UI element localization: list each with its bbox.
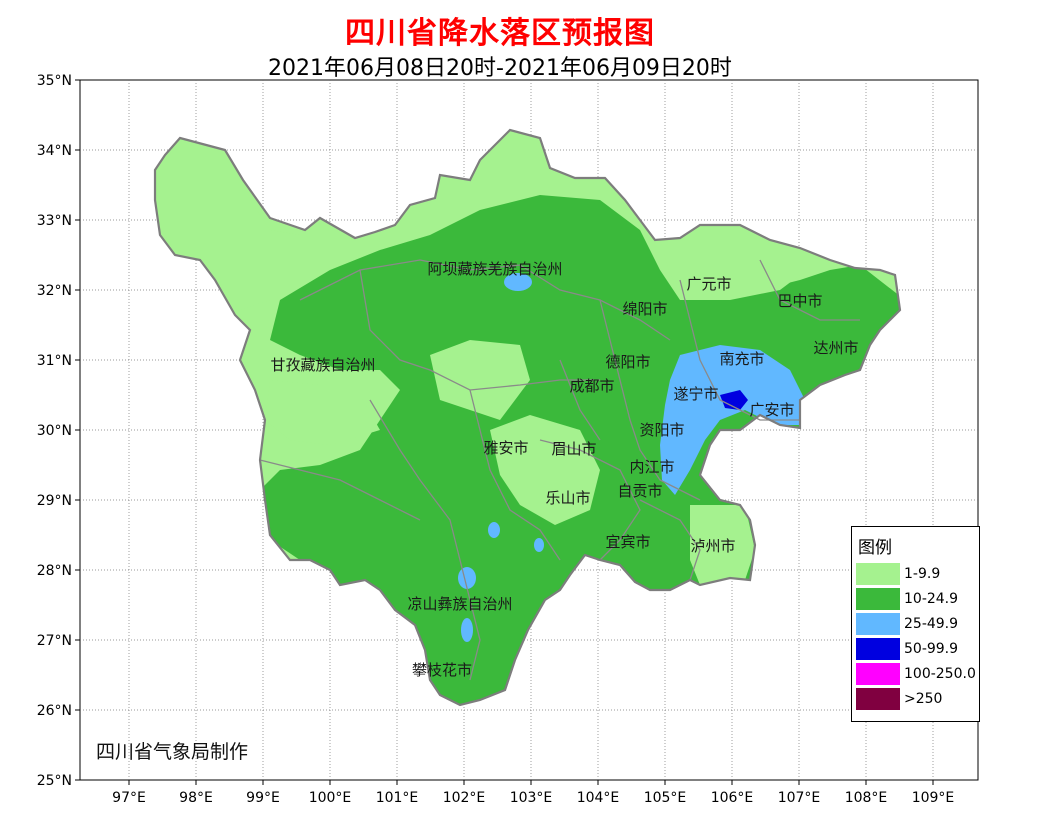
region-label: 德阳市 — [605, 353, 650, 371]
lon-tick-label: 98°E — [179, 790, 213, 806]
region-label: 达州市 — [813, 339, 858, 357]
region-label: 巴中市 — [777, 292, 822, 310]
precip-light-patch — [155, 160, 300, 310]
region-label: 宜宾市 — [605, 533, 650, 551]
lat-tick-label: 26°N — [37, 703, 72, 719]
lon-tick-label: 105°E — [644, 790, 687, 806]
lon-tick-label: 97°E — [112, 790, 146, 806]
region-label: 自贡市 — [617, 482, 662, 500]
legend-label: 1-9.9 — [904, 566, 941, 582]
latitude-axis: 35°N 34°N 33°N 32°N 31°N 30°N 29°N 28°N 27°N 26°N… — [37, 73, 80, 789]
region-label: 眉山市 — [551, 440, 596, 458]
lon-tick-label: 107°E — [778, 790, 821, 806]
legend-label: 50-99.9 — [904, 641, 959, 657]
region-label: 阿坝藏族羌族自治州 — [427, 260, 562, 278]
legend-swatch — [856, 663, 900, 685]
region-label: 凉山彝族自治州 — [407, 595, 512, 613]
legend: 图例 1-9.9 10-24.9 25-49.9 50-99.9 100-250… — [851, 526, 980, 722]
legend-label: 100-250.0 — [904, 666, 976, 682]
legend-swatch — [856, 588, 900, 610]
lon-tick-label: 101°E — [376, 790, 419, 806]
legend-item: 50-99.9 — [856, 638, 980, 660]
lat-tick-label: 34°N — [37, 143, 72, 159]
region-label: 绵阳市 — [622, 300, 667, 318]
precip-moderate-patch — [461, 618, 473, 642]
lat-tick-label: 32°N — [37, 283, 72, 299]
lat-tick-label: 25°N — [37, 773, 72, 789]
region-label: 广元市 — [686, 275, 731, 293]
precip-zone-50-99.9 — [720, 390, 748, 410]
precip-moderate-patch — [534, 538, 544, 552]
lat-tick-label: 27°N — [37, 633, 72, 649]
legend-swatch — [856, 613, 900, 635]
precip-zone-25-49.9 — [660, 345, 805, 495]
legend-swatch — [856, 638, 900, 660]
region-label: 泸州市 — [690, 537, 735, 555]
lon-tick-label: 106°E — [711, 790, 754, 806]
precip-light-patch — [430, 340, 530, 420]
legend-item: 10-24.9 — [856, 588, 980, 610]
producer-credit: 四川省气象局制作 — [96, 741, 249, 763]
legend-swatch — [856, 688, 900, 710]
lat-tick-label: 30°N — [37, 423, 72, 439]
admin-boundaries — [259, 259, 860, 681]
lon-tick-label: 100°E — [309, 790, 352, 806]
longitude-axis: 97°E 98°E 99°E 100°E 101°E 102°E 103°E 104°E 105… — [112, 780, 954, 806]
region-label: 成都市 — [569, 377, 614, 395]
precip-light-patch — [265, 380, 380, 445]
lon-tick-label: 109°E — [912, 790, 955, 806]
lon-tick-label: 103°E — [510, 790, 553, 806]
region-label: 攀枝花市 — [412, 661, 472, 679]
lon-tick-label: 108°E — [845, 790, 888, 806]
legend-item: 25-49.9 — [856, 613, 980, 635]
legend-item: 1-9.9 — [856, 563, 980, 585]
legend-item: 100-250.0 — [856, 663, 980, 685]
lon-tick-label: 99°E — [246, 790, 280, 806]
legend-label: >250 — [904, 691, 943, 707]
lat-tick-label: 35°N — [37, 73, 72, 89]
precip-light-patch — [490, 415, 600, 525]
region-label: 南充市 — [719, 350, 764, 368]
lat-tick-label: 31°N — [37, 353, 72, 369]
legend-title: 图例 — [858, 538, 892, 558]
precip-moderate-patch — [488, 522, 500, 538]
precip-moderate-patch — [504, 273, 532, 291]
precip-light-patch — [660, 240, 800, 300]
map-title: 四川省降水落区预报图 — [345, 16, 655, 51]
region-label: 内江市 — [629, 458, 674, 476]
province-outline — [153, 128, 902, 707]
legend-item: >250 — [856, 688, 980, 710]
legend-label: 25-49.9 — [904, 616, 959, 632]
region-label: 甘孜藏族自治州 — [270, 356, 375, 374]
legend-label: 10-24.9 — [904, 591, 959, 607]
map-subtitle: 2021年06月08日20时-2021年06月09日20时 — [268, 56, 732, 81]
region-label: 乐山市 — [545, 489, 590, 507]
lon-tick-label: 102°E — [443, 790, 486, 806]
lat-tick-label: 29°N — [37, 493, 72, 509]
region-label: 雅安市 — [483, 439, 528, 457]
legend-swatch — [856, 563, 900, 585]
region-label: 遂宁市 — [673, 385, 718, 403]
lon-tick-label: 104°E — [577, 790, 620, 806]
region-label: 资阳市 — [639, 421, 684, 439]
region-label: 广安市 — [749, 401, 794, 419]
lat-tick-label: 33°N — [37, 213, 72, 229]
precip-light-patch — [690, 505, 755, 585]
lat-tick-label: 28°N — [37, 563, 72, 579]
